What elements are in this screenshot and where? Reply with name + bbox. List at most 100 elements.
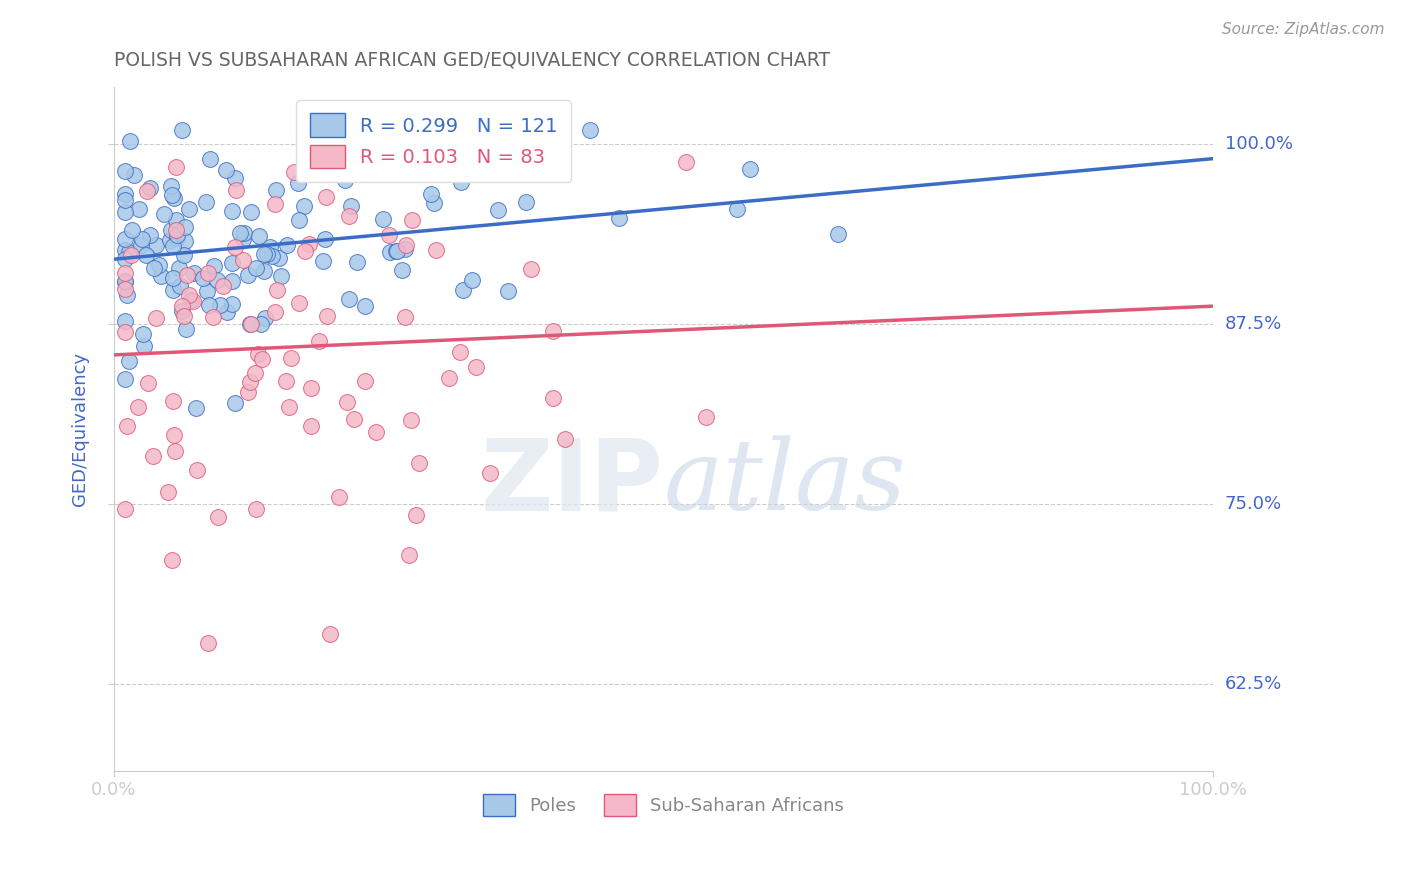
- Point: [121, 223, 143, 237]
- Point: [215, 163, 238, 178]
- Point: [191, 271, 214, 285]
- Point: [132, 339, 155, 353]
- Point: [287, 176, 309, 190]
- Point: [127, 400, 149, 414]
- Point: [114, 325, 136, 339]
- Point: [266, 283, 288, 297]
- Point: [373, 211, 395, 226]
- Point: [205, 272, 228, 286]
- Point: [207, 510, 229, 524]
- Point: [695, 409, 717, 424]
- Point: [156, 485, 179, 500]
- Point: [394, 310, 416, 325]
- Point: [276, 374, 298, 388]
- Point: [298, 236, 321, 251]
- Point: [229, 226, 252, 240]
- Point: [233, 226, 256, 240]
- Point: [114, 266, 136, 280]
- Point: [543, 392, 565, 406]
- Point: [150, 268, 173, 283]
- Point: [117, 419, 139, 434]
- Point: [240, 205, 263, 219]
- Point: [401, 213, 423, 227]
- Point: [269, 252, 291, 266]
- Point: [167, 260, 190, 275]
- Point: [249, 318, 271, 332]
- Point: [378, 227, 401, 242]
- Point: [245, 260, 267, 275]
- Point: [163, 191, 186, 205]
- Text: ZIP: ZIP: [481, 434, 664, 532]
- Point: [309, 158, 332, 172]
- Point: [609, 211, 631, 225]
- Point: [176, 268, 198, 282]
- Point: [197, 636, 219, 650]
- Point: [236, 385, 259, 400]
- Point: [152, 207, 174, 221]
- Point: [128, 202, 150, 217]
- Point: [287, 212, 309, 227]
- Point: [165, 212, 187, 227]
- Point: [437, 371, 460, 385]
- Point: [131, 232, 153, 246]
- Point: [232, 252, 254, 267]
- Point: [340, 199, 363, 213]
- Point: [173, 248, 195, 262]
- Point: [337, 209, 360, 223]
- Point: [346, 141, 368, 155]
- Point: [165, 443, 187, 458]
- Point: [270, 268, 292, 283]
- Point: [315, 190, 337, 204]
- Point: [236, 268, 259, 282]
- Point: [541, 324, 564, 338]
- Point: [264, 305, 287, 319]
- Point: [330, 141, 353, 155]
- Point: [314, 232, 336, 246]
- Point: [114, 372, 136, 386]
- Point: [280, 351, 302, 365]
- Point: [162, 271, 184, 285]
- Point: [166, 231, 188, 245]
- Point: [337, 292, 360, 306]
- Point: [138, 376, 160, 391]
- Point: [173, 220, 195, 235]
- Point: [176, 322, 198, 336]
- Point: [118, 134, 141, 148]
- Point: [725, 202, 748, 217]
- Point: [520, 262, 543, 277]
- Text: 100.0%: 100.0%: [1225, 135, 1292, 153]
- Point: [254, 311, 277, 326]
- Point: [247, 347, 270, 361]
- Point: [114, 232, 136, 246]
- Point: [143, 260, 166, 275]
- Point: [114, 502, 136, 516]
- Point: [183, 266, 205, 280]
- Point: [114, 194, 136, 208]
- Point: [292, 199, 315, 213]
- Point: [136, 184, 159, 198]
- Point: [308, 334, 330, 348]
- Point: [554, 432, 576, 446]
- Point: [224, 396, 246, 410]
- Point: [177, 202, 200, 216]
- Point: [387, 244, 409, 258]
- Point: [163, 427, 186, 442]
- Point: [118, 354, 141, 368]
- Point: [478, 467, 501, 481]
- Point: [378, 245, 401, 260]
- Point: [347, 158, 370, 172]
- Point: [498, 285, 520, 299]
- Point: [221, 203, 243, 218]
- Point: [170, 299, 193, 313]
- Point: [243, 366, 266, 380]
- Point: [170, 122, 193, 136]
- Point: [353, 374, 375, 388]
- Point: [114, 187, 136, 202]
- Point: [315, 310, 337, 324]
- Point: [450, 175, 472, 189]
- Point: [394, 243, 416, 257]
- Point: [827, 227, 849, 241]
- Point: [174, 234, 197, 248]
- Point: [449, 344, 471, 359]
- Point: [162, 394, 184, 409]
